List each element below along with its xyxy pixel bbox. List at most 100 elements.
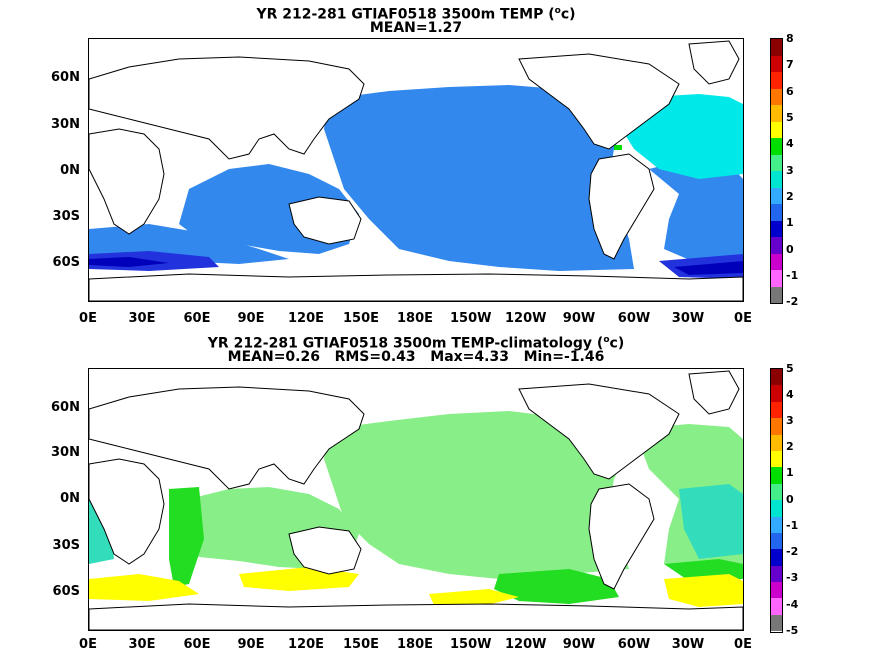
top-cbar-swatch <box>771 253 782 270</box>
top-land-south-america <box>588 153 655 260</box>
top-lon-150e: 150E <box>342 311 380 326</box>
bottom-southern-strong <box>169 487 204 587</box>
top-land-australia <box>288 196 362 245</box>
top-cbar-label: 6 <box>786 85 794 98</box>
bottom-lon-0e-end: 0E <box>734 637 752 652</box>
bottom-continents <box>89 370 743 630</box>
top-cbar-swatch <box>771 105 782 122</box>
bottom-cbar-label: 0 <box>786 493 794 506</box>
bottom-cbar-swatch <box>771 369 782 386</box>
bottom-cbar-swatch <box>771 483 782 501</box>
bottom-southern-pos-pacific <box>429 589 519 607</box>
top-map-title: YR 212-281 GTIAF0518 3500m TEMP (oc) <box>88 3 744 23</box>
bottom-pacific-strong <box>494 569 619 604</box>
bottom-lat-30s: 30S <box>52 538 80 553</box>
bottom-lon-60e: 60E <box>183 637 211 652</box>
bottom-map-stats: MEAN=0.26 RMS=0.43 Max=4.33 Min=-1.46 <box>227 349 605 365</box>
top-cbar-swatch <box>771 55 782 72</box>
top-cbar-label: 1 <box>786 216 794 229</box>
bottom-land-south-america <box>588 483 655 590</box>
top-cbar-swatch <box>771 121 782 138</box>
bottom-lon-180e: 180E <box>396 637 434 652</box>
top-lon-30e: 30E <box>128 311 156 326</box>
top-lon-0e-end: 0E <box>734 311 752 326</box>
top-lat-0n: 0N <box>60 163 80 178</box>
bottom-cbar-label: 3 <box>786 414 794 427</box>
top-colorbar <box>770 38 783 304</box>
bottom-anomaly-field <box>89 411 743 607</box>
top-temperature-field <box>89 85 743 279</box>
bottom-title-unit: c) <box>609 335 625 352</box>
bottom-southern-pos-east <box>664 574 743 607</box>
bottom-cbar-label: 4 <box>786 388 794 401</box>
bottom-land-antarctica <box>89 603 743 630</box>
top-map-panel <box>88 38 744 302</box>
bottom-cbar-swatch <box>771 582 782 599</box>
bottom-lon-150w: 150W <box>450 637 492 652</box>
bottom-land-eurasia <box>89 386 365 490</box>
top-title-degree: o <box>554 6 561 16</box>
bottom-lon-90e: 90E <box>237 637 265 652</box>
bottom-cbar-swatch <box>771 467 782 484</box>
top-map-stats: MEAN=1.27 <box>369 20 463 36</box>
top-land-africa <box>89 128 165 235</box>
bottom-cbar-label: 5 <box>786 362 794 375</box>
bottom-lon-150e: 150E <box>342 637 380 652</box>
top-lat-30n: 30N <box>51 117 80 132</box>
bottom-cbar-label: 1 <box>786 466 794 479</box>
bottom-title-degree: o <box>603 335 610 345</box>
bottom-lat-60n: 60N <box>51 400 80 415</box>
top-lat-30s: 30S <box>52 209 80 224</box>
bottom-cbar-swatch <box>771 418 782 435</box>
top-lon-150w: 150W <box>450 311 492 326</box>
top-pacific-field <box>324 85 634 271</box>
top-land-antarctica <box>89 273 743 301</box>
bottom-title-text: YR 212-281 GTIAF0518 3500m TEMP-climatol… <box>207 335 604 352</box>
bottom-cbar-swatch <box>771 434 782 451</box>
bottom-cbar-swatch <box>771 598 782 615</box>
bottom-lon-120w: 120W <box>505 637 547 652</box>
bottom-map-svg <box>89 370 743 630</box>
top-cbar-swatch <box>771 187 782 204</box>
bottom-pacific-anomaly <box>324 411 629 579</box>
bottom-cbar-swatch <box>771 549 782 566</box>
top-cbar-swatch <box>771 154 782 171</box>
bottom-cbar-swatch <box>771 614 782 632</box>
bottom-colorbar <box>770 368 783 633</box>
bottom-land-australia <box>288 526 362 575</box>
bottom-lat-30n: 30N <box>51 445 80 460</box>
bottom-cbar-swatch <box>771 401 782 419</box>
top-title-unit: c) <box>560 6 576 23</box>
bottom-south-atlantic-neg <box>679 484 743 559</box>
top-lon-180e: 180E <box>396 311 434 326</box>
bottom-lon-90w: 90W <box>562 637 596 652</box>
top-cbar-swatch <box>771 72 782 89</box>
bottom-cbar-swatch <box>771 565 782 583</box>
top-weddell-coldest <box>674 261 743 275</box>
top-map-svg <box>89 40 743 301</box>
top-lon-120w: 120W <box>505 311 547 326</box>
top-lon-60e: 60E <box>183 311 211 326</box>
top-hotspot <box>614 145 622 150</box>
top-cbar-swatch <box>771 237 782 254</box>
bottom-land-north-america <box>518 383 680 480</box>
bottom-cbar-swatch <box>771 532 782 550</box>
bottom-cbar-swatch <box>771 450 782 468</box>
bottom-lat-60s: 60S <box>52 584 80 599</box>
bottom-map-panel <box>88 368 744 631</box>
top-cbar-swatch <box>771 171 782 188</box>
bottom-cbar-swatch <box>771 516 782 533</box>
bottom-land-greenland <box>688 370 740 415</box>
bottom-cbar-label: -2 <box>786 545 799 558</box>
top-lon-0e: 0E <box>79 311 97 326</box>
top-continents <box>89 40 743 301</box>
top-cbar-label: 3 <box>786 164 794 177</box>
bottom-cbar-label: -4 <box>786 598 799 611</box>
bottom-lat-0n: 0N <box>60 491 80 506</box>
top-cbar-label: 2 <box>786 190 794 203</box>
top-cbar-swatch <box>771 220 782 237</box>
top-lon-120e: 120E <box>287 311 325 326</box>
top-land-greenland <box>688 40 740 85</box>
top-cbar-label: 0 <box>786 243 794 256</box>
bottom-cbar-swatch <box>771 500 782 517</box>
